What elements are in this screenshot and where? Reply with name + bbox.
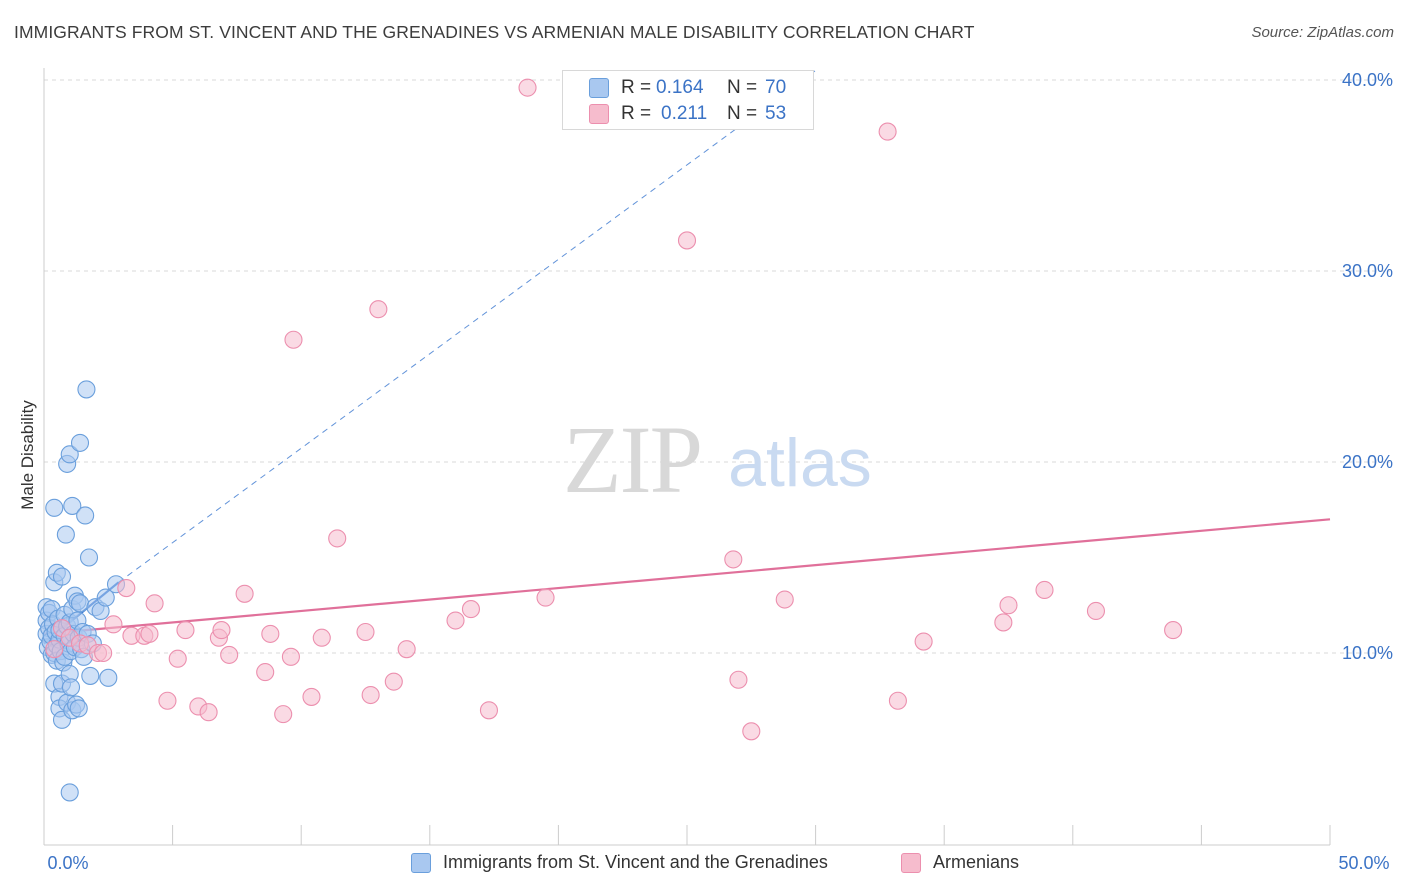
stats-n-value: 53	[765, 103, 787, 124]
data-point-armenians	[384, 672, 403, 691]
data-point-armenians	[145, 594, 164, 613]
data-point-armenians	[369, 300, 388, 319]
legend-label: Armenians	[933, 852, 1020, 872]
data-point-immigrants	[70, 594, 90, 613]
data-point-immigrants	[56, 525, 75, 544]
data-point-armenians	[775, 590, 794, 609]
data-point-immigrants	[76, 506, 95, 525]
data-point-armenians	[1086, 601, 1105, 621]
trend-line-armenians	[43, 518, 1331, 635]
data-point-armenians	[117, 579, 136, 598]
legend-swatch-blue	[411, 852, 431, 873]
data-point-armenians	[536, 588, 555, 607]
data-point-immigrants	[60, 445, 79, 464]
watermark-atlas: atlas	[728, 425, 872, 501]
data-point-armenians	[479, 701, 499, 720]
data-point-armenians	[220, 645, 239, 664]
data-point-immigrants	[61, 678, 81, 697]
chart-source: Source: ZipAtlas.com	[1251, 24, 1394, 41]
data-point-immigrants	[79, 548, 99, 567]
legend: Immigrants from St. Vincent and the Gren…	[0, 852, 1406, 880]
data-point-immigrants	[69, 699, 88, 718]
points-layer	[37, 78, 1183, 802]
grid-layer	[44, 79, 1390, 654]
data-point-armenians	[742, 722, 761, 741]
y-tick-label: 30.0%	[1342, 261, 1393, 281]
watermark: ZIP atlas	[563, 406, 872, 513]
data-point-armenians	[176, 621, 195, 640]
data-point-immigrants	[77, 380, 96, 399]
stats-swatch-pink	[589, 104, 609, 124]
data-point-armenians	[356, 622, 375, 642]
legend-label: Immigrants from St. Vincent and the Gren…	[443, 852, 828, 872]
data-point-immigrants	[99, 668, 118, 687]
stats-r-value: 0.211	[661, 103, 708, 124]
legend-swatch-pink	[901, 852, 921, 873]
data-point-immigrants	[60, 783, 79, 802]
data-point-armenians	[256, 663, 275, 682]
y-tick-label: 40.0%	[1342, 70, 1393, 90]
data-point-armenians	[104, 615, 123, 634]
stats-n-label: N =	[727, 77, 758, 98]
data-point-immigrants	[63, 496, 82, 515]
data-point-armenians	[397, 640, 416, 659]
data-point-armenians	[312, 628, 331, 647]
data-point-armenians	[45, 640, 64, 659]
data-point-armenians	[724, 550, 743, 569]
legend-item-immigrants[interactable]: Immigrants from St. Vincent and the Gren…	[411, 852, 828, 873]
y-tick-label: 20.0%	[1342, 452, 1393, 472]
stats-n-label: N =	[727, 103, 758, 124]
watermark-zip: ZIP	[563, 406, 701, 513]
stats-r-value: 0.164	[656, 77, 704, 98]
legend-item-armenians[interactable]: Armenians	[901, 852, 1019, 873]
tick-label-layer: 10.0% 20.0% 30.0% 40.0% 0.0% 50.0%	[47, 70, 1393, 873]
data-point-armenians	[994, 613, 1013, 632]
stats-r-label: R =	[621, 77, 652, 98]
y-tick-label: 10.0%	[1342, 643, 1393, 663]
data-point-immigrants	[70, 433, 90, 452]
data-point-armenians	[274, 705, 293, 724]
data-point-armenians	[729, 670, 748, 689]
data-point-armenians	[361, 685, 380, 705]
data-point-armenians	[914, 632, 933, 651]
data-point-armenians	[1164, 621, 1183, 640]
data-point-immigrants	[45, 498, 64, 517]
stats-n-value: 70	[765, 77, 787, 98]
chart-title: IMMIGRANTS FROM ST. VINCENT AND THE GREN…	[14, 22, 975, 42]
data-point-armenians	[878, 122, 897, 141]
data-point-armenians	[446, 611, 465, 630]
data-point-armenians	[518, 78, 537, 97]
stats-swatch-blue	[589, 78, 609, 98]
data-point-armenians	[302, 687, 321, 706]
trend-extension-immigrants	[118, 70, 816, 583]
data-point-armenians	[461, 600, 481, 619]
data-point-armenians	[677, 231, 697, 250]
correlation-stats-box: R = 0.164 N = 70 R = 0.211 N = 53	[562, 70, 814, 130]
data-point-armenians	[888, 691, 907, 710]
data-point-armenians	[199, 703, 218, 722]
data-point-armenians	[168, 649, 187, 668]
data-point-armenians	[261, 624, 280, 643]
x-tick-label: 50.0%	[1338, 853, 1389, 873]
axis-layer	[43, 68, 1331, 846]
data-point-immigrants	[81, 666, 100, 685]
data-point-immigrants	[96, 588, 115, 607]
data-point-armenians	[140, 624, 159, 643]
data-point-armenians	[1035, 580, 1054, 600]
data-point-armenians	[281, 647, 300, 666]
trend-layer	[43, 70, 1331, 645]
data-point-armenians	[328, 529, 347, 548]
data-point-armenians	[284, 330, 303, 349]
data-point-armenians	[235, 584, 254, 603]
data-point-armenians	[158, 691, 177, 710]
data-point-armenians	[999, 596, 1018, 615]
x-tick-label: 0.0%	[47, 853, 88, 873]
data-point-immigrants	[52, 567, 72, 586]
data-point-armenians	[212, 621, 231, 640]
data-point-armenians	[94, 643, 113, 663]
stats-r-label: R =	[621, 103, 652, 124]
